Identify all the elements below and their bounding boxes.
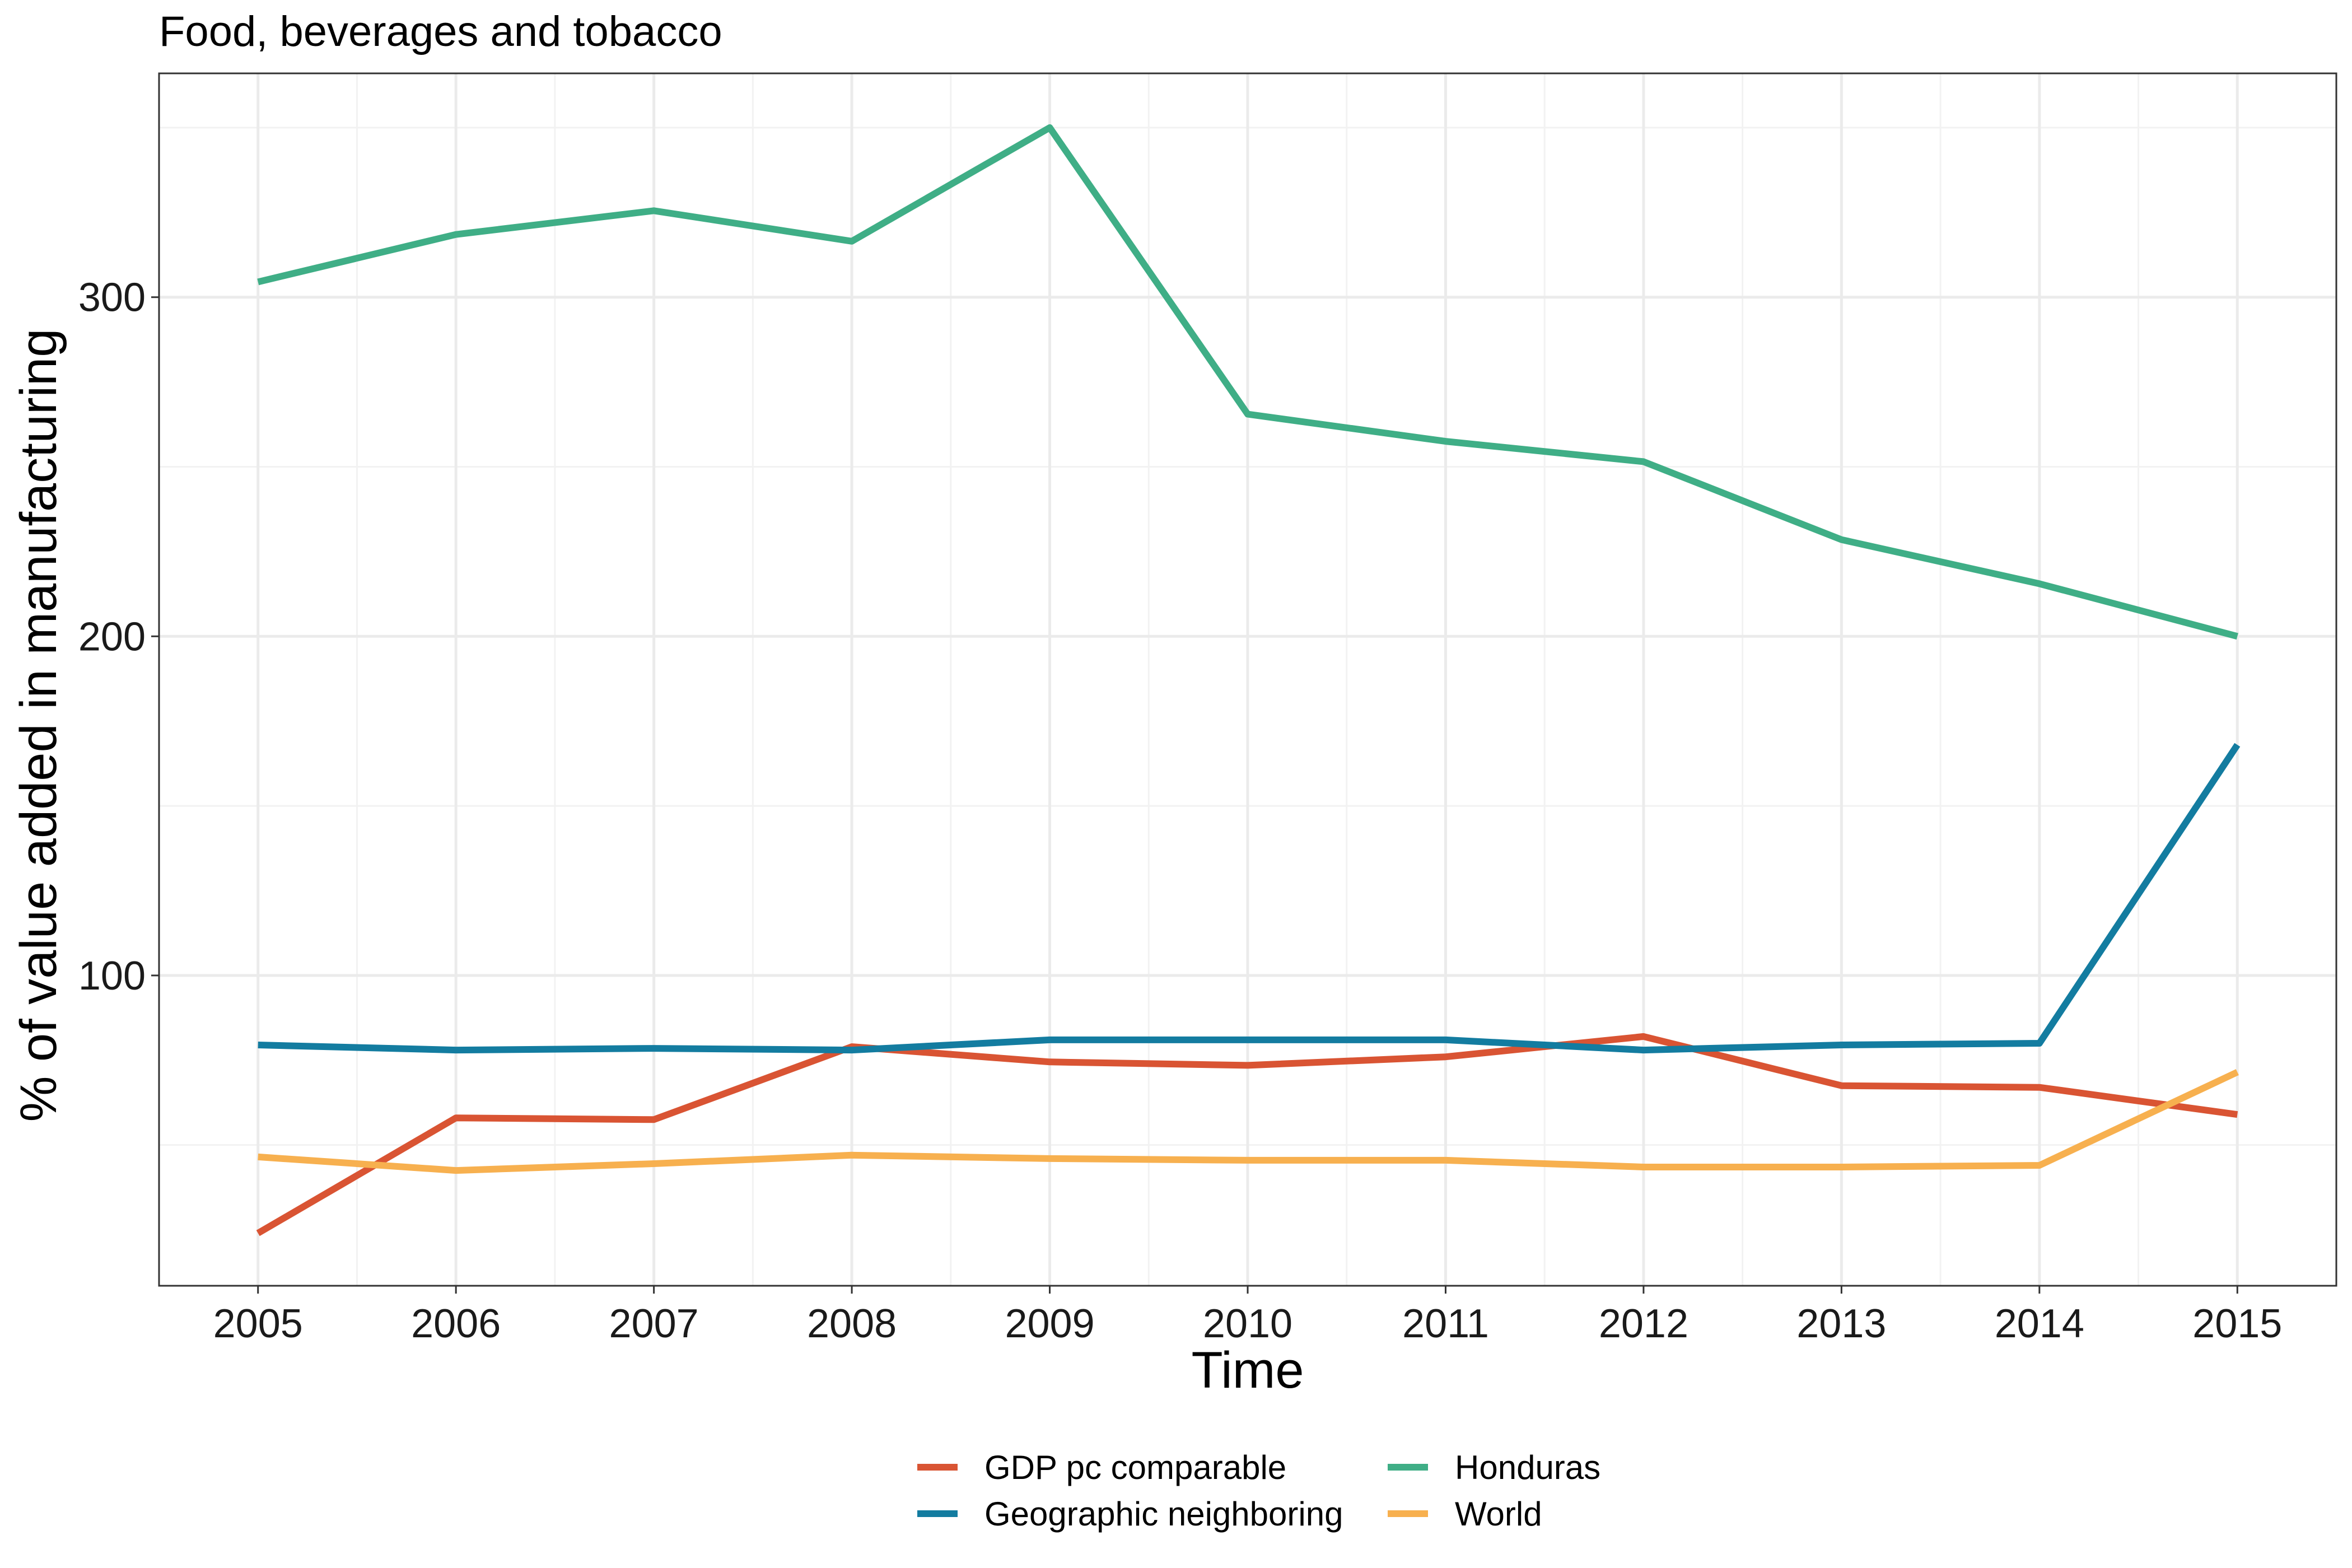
- y-axis-title: % of value added in manufacturing: [10, 329, 67, 1122]
- x-axis-title: Time: [1191, 1342, 1304, 1399]
- series-line-3: [258, 1069, 2239, 1174]
- legend-label-1: Geographic neighboring: [984, 1495, 1343, 1533]
- x-tick-label: 2007: [609, 1301, 699, 1346]
- x-tick-label: 2006: [411, 1301, 501, 1346]
- series-line-0: [256, 1033, 2238, 1236]
- x-tick-label: 2014: [1995, 1301, 2084, 1346]
- x-tick-label: 2008: [807, 1301, 897, 1346]
- x-tick-label: 2013: [1796, 1301, 1886, 1346]
- x-tick-label: 2005: [213, 1301, 303, 1346]
- series-lines: [256, 124, 2241, 1236]
- legend-item-2: Honduras: [1388, 1449, 1600, 1486]
- y-tick-label: 200: [78, 614, 146, 659]
- x-tick-label: 2011: [1402, 1301, 1489, 1346]
- x-axis-ticks: 2005 2006 2007 2008 2009 2010 2011 2012 2013 2014…: [213, 1286, 2282, 1346]
- legend-item-3: World: [1388, 1495, 1542, 1533]
- legend: GDP pc comparable Geographic neighboring H…: [917, 1449, 1600, 1533]
- x-tick-label: 2012: [1599, 1301, 1688, 1346]
- series-line-1: [258, 743, 2241, 1054]
- series-line-2: [257, 124, 2238, 640]
- x-tick-label: 2009: [1005, 1301, 1094, 1346]
- y-axis-ticks: 100 200 300: [78, 276, 159, 998]
- x-tick-label: 2015: [2192, 1301, 2282, 1346]
- legend-label-0: GDP pc comparable: [984, 1449, 1286, 1486]
- y-tick-label: 300: [78, 276, 146, 320]
- legend-item-1: Geographic neighboring: [917, 1495, 1343, 1533]
- grid-major: [159, 73, 2336, 1286]
- x-tick-label: 2010: [1203, 1301, 1292, 1346]
- legend-item-0: GDP pc comparable: [917, 1449, 1286, 1486]
- chart-title: Food, beverages and tobacco: [159, 8, 722, 55]
- y-tick-label: 100: [78, 954, 146, 998]
- legend-label-2: Honduras: [1455, 1449, 1600, 1486]
- legend-label-3: World: [1455, 1495, 1542, 1533]
